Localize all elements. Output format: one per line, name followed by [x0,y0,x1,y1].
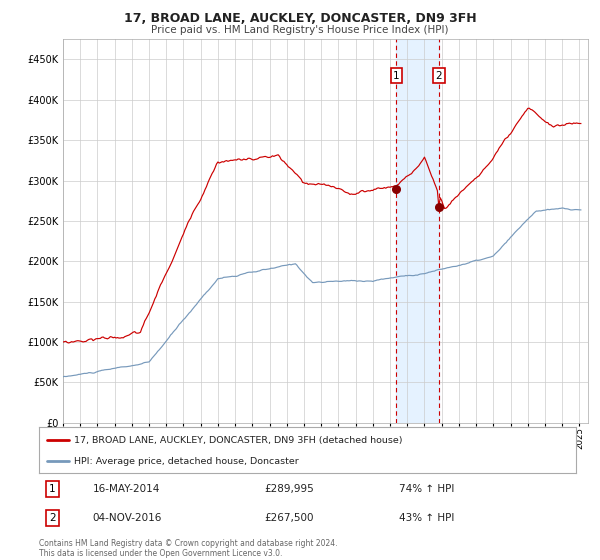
Text: 1: 1 [393,71,400,81]
Text: £289,995: £289,995 [265,484,314,494]
Text: Contains HM Land Registry data © Crown copyright and database right 2024.
This d: Contains HM Land Registry data © Crown c… [39,539,337,558]
Text: 43% ↑ HPI: 43% ↑ HPI [399,514,454,524]
Bar [397,39,439,423]
Text: 1: 1 [49,484,56,494]
Text: 17, BROAD LANE, AUCKLEY, DONCASTER, DN9 3FH (detached house): 17, BROAD LANE, AUCKLEY, DONCASTER, DN9 … [74,436,403,445]
Text: 2: 2 [436,71,442,81]
Text: Price paid vs. HM Land Registry's House Price Index (HPI): Price paid vs. HM Land Registry's House … [151,25,449,35]
Text: £267,500: £267,500 [265,514,314,524]
Text: 04-NOV-2016: 04-NOV-2016 [93,514,162,524]
Text: 17, BROAD LANE, AUCKLEY, DONCASTER, DN9 3FH: 17, BROAD LANE, AUCKLEY, DONCASTER, DN9 … [124,12,476,25]
Text: HPI: Average price, detached house, Doncaster: HPI: Average price, detached house, Donc… [74,457,299,466]
Text: 74% ↑ HPI: 74% ↑ HPI [399,484,454,494]
Text: 16-MAY-2014: 16-MAY-2014 [93,484,160,494]
Text: 2: 2 [49,514,56,524]
